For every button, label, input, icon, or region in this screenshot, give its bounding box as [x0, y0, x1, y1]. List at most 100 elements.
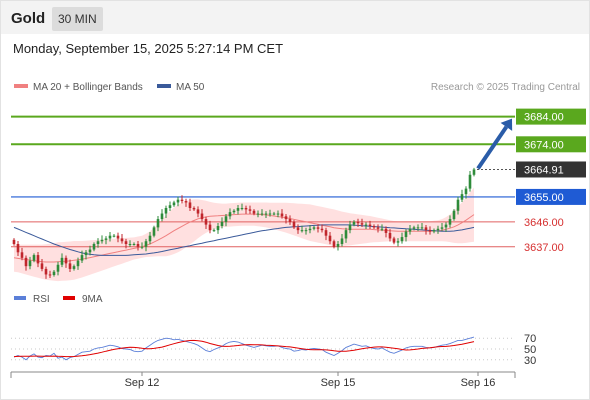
candle-body [128, 244, 132, 245]
level-tag [516, 108, 586, 125]
candle-body [444, 224, 448, 228]
candle-body [148, 235, 152, 242]
candle-body [284, 216, 288, 220]
candle-body [136, 244, 140, 247]
legend-label: MA 50 [176, 82, 205, 93]
candle-body [336, 244, 340, 247]
candle-body [424, 227, 428, 231]
legend-label: RSI [33, 294, 50, 305]
instrument-title: Gold [11, 10, 46, 27]
candle-body [16, 244, 20, 253]
candle-body [60, 257, 64, 265]
candle-body [364, 224, 368, 226]
candle-body [24, 257, 28, 267]
x-axis: Sep 12 Sep 15 Sep 16 [10, 371, 516, 389]
timeframe-button[interactable]: 30 MIN [52, 7, 103, 31]
level-tag [516, 188, 586, 205]
candle-body [380, 228, 384, 230]
level-label: 3674.00 [524, 139, 564, 151]
candle-body [172, 202, 176, 206]
candle-body [304, 230, 308, 232]
candle-body [288, 219, 292, 222]
candle-body [188, 202, 192, 208]
candle-body [332, 241, 336, 247]
candle-body [236, 208, 240, 211]
candle-body [296, 227, 300, 231]
candle-body [352, 221, 356, 225]
candle-body [272, 213, 276, 215]
candle-body [420, 227, 424, 229]
candles-layer [12, 167, 476, 279]
x-tick-label: Sep 16 [461, 377, 496, 389]
candle-body [116, 235, 120, 239]
candle-body [20, 252, 24, 258]
rsi-tick-label: 70 [524, 333, 536, 345]
bollinger-band-layer [14, 187, 474, 282]
candle-body [108, 235, 112, 239]
candle-body [184, 201, 188, 203]
candle-body [112, 235, 116, 237]
candle-body [216, 226, 220, 231]
candle-body [280, 213, 284, 217]
candle-body [32, 255, 36, 261]
legend-label: 9MA [82, 294, 103, 305]
legend-swatch [14, 296, 26, 300]
candle-body [36, 255, 40, 264]
candle-body [308, 228, 312, 231]
chart-date: Monday, September 15, 2025 5:27:14 PM CE… [13, 41, 284, 56]
candle-body [316, 227, 320, 229]
rsi-tick-label: 30 [524, 355, 536, 367]
candle-body [164, 208, 168, 214]
x-tick-label: Sep 12 [125, 377, 160, 389]
candle-body [92, 244, 96, 250]
candle-body [432, 230, 436, 232]
candle-body [372, 226, 376, 228]
target-arrow-head [500, 118, 513, 131]
candle-body [76, 260, 80, 267]
candle-body [436, 228, 440, 231]
candle-body [176, 199, 180, 203]
candle-body [212, 230, 216, 232]
candle-body [460, 194, 464, 200]
level-lines-layer: 3684.00 3674.00 3655.00 3646.00 3637.00 [11, 108, 586, 254]
candle-body [340, 238, 344, 244]
candle-body [28, 260, 32, 267]
level-label: 3646.00 [524, 217, 564, 229]
candle-body [416, 227, 420, 229]
chart-header: Gold 30 MIN [1, 1, 589, 34]
source-credit: Research © 2025 Trading Central [431, 82, 580, 93]
candle-body [452, 210, 456, 220]
candle-body [400, 237, 404, 242]
candle-body [120, 238, 124, 242]
moving-average-layer [13, 213, 475, 263]
candle-body [256, 213, 260, 215]
candle-body [68, 263, 72, 269]
candle-body [344, 230, 348, 239]
candle-body [224, 216, 228, 222]
candle-body [456, 199, 460, 211]
candle-body [428, 230, 432, 232]
price-legend: MA 20 + Bollinger Bands MA 50 [14, 82, 205, 93]
candle-body [56, 264, 60, 272]
target-arrow-shaft [476, 125, 509, 170]
candle-body [232, 210, 236, 213]
candle-body [320, 228, 324, 231]
x-tick-label: Sep 15 [321, 377, 356, 389]
candle-body [312, 227, 316, 229]
level-label: 3655.00 [524, 192, 564, 204]
candle-body [412, 227, 416, 229]
candle-body [268, 213, 272, 215]
candle-body [12, 239, 16, 244]
rsi-ma9-line [13, 339, 475, 358]
candle-body [48, 274, 52, 276]
candle-body [168, 205, 172, 208]
candle-body [196, 209, 200, 214]
bollinger-band [14, 187, 474, 282]
level-label: 3637.00 [524, 242, 564, 254]
candle-body [368, 224, 372, 226]
candle-body [140, 246, 144, 248]
last-price-tag [516, 161, 586, 178]
candle-body [384, 228, 388, 233]
candle-body [156, 219, 160, 228]
